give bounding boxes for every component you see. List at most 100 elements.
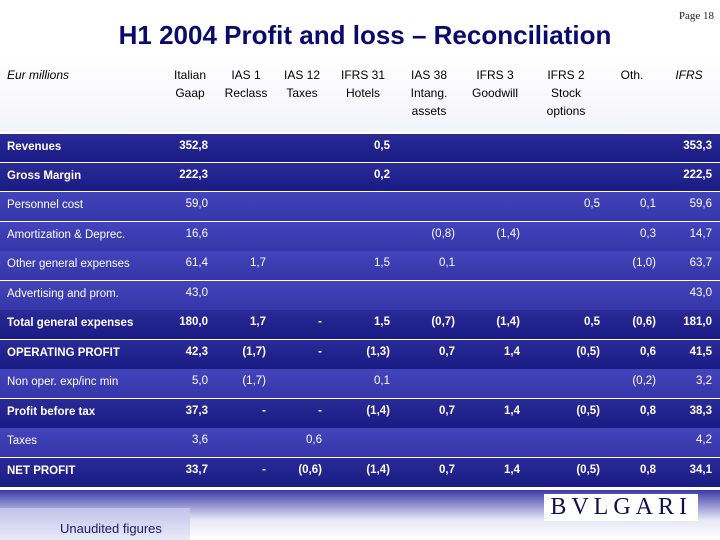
- value-cell: (1,4): [366, 464, 390, 476]
- value-cell: 0,2: [374, 169, 390, 181]
- value-cell: -: [262, 405, 266, 417]
- row-label: Taxes: [7, 435, 38, 447]
- brand-logo: BVLGARI: [544, 494, 698, 521]
- value-cell: (1,4): [366, 405, 390, 417]
- value-cell: 0,5: [584, 198, 600, 210]
- table-row: Personnel cost 59,0 0,5 0,1 59,6: [0, 192, 720, 221]
- value-cell: 0,6: [306, 434, 322, 446]
- column-header-line: Goodwill: [471, 86, 519, 100]
- value-cell: 0,1: [374, 375, 390, 387]
- column-header-line: Hotels: [345, 86, 380, 100]
- row-label: Personnel cost: [7, 199, 84, 211]
- value-cell: 181,0: [683, 316, 712, 328]
- table-row: Advertising and prom. 43,0 43,0: [0, 281, 720, 310]
- value-cell: 14,7: [689, 228, 712, 240]
- row-label: Advertising and prom.: [7, 288, 119, 300]
- value-cell: -: [262, 464, 266, 476]
- row-label: Profit before tax: [7, 406, 96, 418]
- row-label: Total general expenses: [7, 317, 134, 329]
- value-cell: (1,0): [632, 257, 656, 269]
- value-cell: -: [318, 405, 322, 417]
- row-label: Revenues: [7, 141, 62, 153]
- value-cell: 41,5: [689, 346, 712, 358]
- column-header: IAS 1 Reclass: [212, 66, 280, 102]
- value-cell: 3,6: [192, 434, 208, 446]
- value-cell: 0,3: [640, 228, 656, 240]
- value-cell: (0,2): [632, 375, 656, 387]
- row-label: NET PROFIT: [7, 465, 76, 477]
- value-cell: 1,5: [374, 316, 390, 328]
- column-header-line: IFRS 2: [547, 68, 585, 82]
- value-cell: 43,0: [689, 287, 712, 299]
- value-cell: 1,4: [504, 464, 520, 476]
- value-cell: 1,4: [504, 405, 520, 417]
- value-cell: 0,5: [374, 140, 390, 152]
- value-cell: 33,7: [185, 464, 208, 476]
- footnote-box: Unaudited figures: [0, 508, 190, 540]
- value-cell: (1,3): [366, 346, 390, 358]
- table-row: NET PROFIT 33,7 - (0,6) (1,4) 0,7 1,4 (0,5) 0,8 3…: [0, 458, 720, 487]
- table-row: OPERATING PROFIT 42,3 (1,7) - (1,3) 0,7 1,4 (0,…: [0, 340, 720, 369]
- column-header-line: Italian: [173, 68, 207, 82]
- value-cell: (0,6): [298, 464, 322, 476]
- value-cell: 0,7: [439, 464, 455, 476]
- column-header-line: IAS 12: [283, 68, 321, 82]
- column-header-line: IFRS 3: [476, 68, 514, 82]
- value-cell: 0,7: [439, 346, 455, 358]
- value-cell: 0,8: [640, 405, 656, 417]
- value-cell: (0,8): [431, 228, 455, 240]
- column-header-line: IAS 38: [410, 68, 448, 82]
- column-header: Italian Gaap: [156, 66, 224, 102]
- value-cell: (0,7): [431, 316, 455, 328]
- column-header: IFRS: [655, 66, 720, 84]
- column-header-line: Taxes: [286, 86, 318, 100]
- column-header: IFRS 3 Goodwill: [461, 66, 529, 102]
- value-cell: (0,5): [576, 405, 600, 417]
- column-header-line: IFRS: [675, 68, 703, 82]
- value-cell: (1,7): [242, 375, 266, 387]
- value-cell: 0,1: [640, 198, 656, 210]
- value-cell: 43,0: [185, 287, 208, 299]
- table-row: Taxes 3,6 0,6 4,2: [0, 428, 720, 457]
- value-cell: 34,1: [689, 464, 712, 476]
- table-header: Eur millions Italian Gaap IAS 1 Reclass IAS …: [0, 58, 720, 132]
- table-row: Profit before tax 37,3 - - (1,4) 0,7 1,4 (0,5) 0…: [0, 399, 720, 428]
- column-header-line: IAS 1: [231, 68, 261, 82]
- value-cell: (1,4): [496, 228, 520, 240]
- table-row: Non oper. exp/inc min 5,0 (1,7) 0,1 (0,2) 3,2: [0, 369, 720, 398]
- value-cell: 0,6: [640, 346, 656, 358]
- column-header: Oth.: [598, 66, 666, 84]
- table-row: Amortization & Deprec. 16,6 (0,8) (1,4) 0,3 1…: [0, 222, 720, 251]
- value-cell: 37,3: [185, 405, 208, 417]
- value-cell: 61,4: [185, 257, 208, 269]
- table-row: Gross Margin 222,3 0,2 222,5: [0, 163, 720, 191]
- value-cell: 1,5: [374, 257, 390, 269]
- column-header: IFRS 31 Hotels: [329, 66, 397, 102]
- column-header-line: Intang.: [410, 86, 448, 100]
- row-label: Non oper. exp/inc min: [7, 376, 119, 388]
- units-label: Eur millions: [7, 68, 70, 82]
- column-header-line: Reclass: [224, 86, 268, 100]
- value-cell: 0,1: [439, 257, 455, 269]
- column-header-line: Stock: [550, 86, 581, 100]
- value-cell: (0,6): [632, 316, 656, 328]
- value-cell: 16,6: [185, 228, 208, 240]
- column-header-line: IFRS 31: [340, 68, 385, 82]
- footnote: Unaudited figures: [60, 521, 162, 536]
- slide-title: H1 2004 Profit and loss – Reconciliation: [118, 20, 612, 50]
- row-label: Other general expenses: [7, 258, 130, 270]
- column-header-line: Gaap: [175, 86, 205, 100]
- value-cell: (0,5): [576, 346, 600, 358]
- table-row: Revenues 352,8 0,5 353,3: [0, 134, 720, 162]
- value-cell: 1,7: [250, 257, 266, 269]
- value-cell: 0,8: [640, 464, 656, 476]
- table-row: Other general expenses 61,4 1,7 1,5 0,1 (1,0)…: [0, 251, 720, 280]
- value-cell: 63,7: [689, 257, 712, 269]
- column-header-line: options: [546, 104, 586, 118]
- value-cell: 59,6: [689, 198, 712, 210]
- column-header: IAS 38 Intang. assets: [395, 66, 463, 120]
- value-cell: 0,5: [584, 316, 600, 328]
- value-cell: 0,7: [439, 405, 455, 417]
- value-cell: 3,2: [696, 375, 712, 387]
